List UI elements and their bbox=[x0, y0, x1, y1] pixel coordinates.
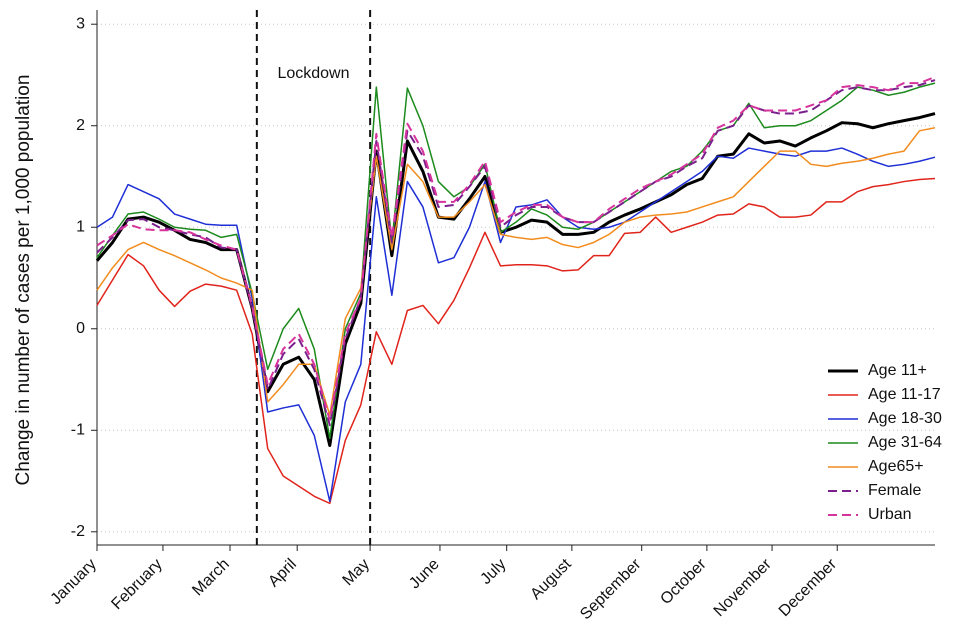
x-tick-label: June bbox=[406, 556, 443, 593]
legend-label: Age 31-64 bbox=[868, 434, 942, 451]
x-tick-label: November bbox=[711, 555, 776, 620]
x-tick-label: May bbox=[340, 556, 373, 589]
series-line bbox=[96, 79, 936, 427]
legend-label: Age 18-30 bbox=[868, 410, 942, 427]
x-tick-label: August bbox=[527, 555, 575, 603]
legend-label: Urban bbox=[868, 506, 912, 523]
legend-label: Age 11-17 bbox=[868, 386, 941, 403]
y-tick-label: 1 bbox=[76, 218, 85, 235]
annotation: Lockdown bbox=[277, 65, 349, 82]
series-line bbox=[96, 82, 936, 440]
x-tick-label: October bbox=[657, 555, 710, 608]
x-tick-label: February bbox=[108, 556, 165, 613]
series-line bbox=[96, 177, 936, 505]
y-tick-label: 0 bbox=[76, 320, 85, 337]
legend-label: Age 11+ bbox=[868, 362, 927, 379]
x-tick-label: January bbox=[48, 556, 100, 608]
x-tick-label: December bbox=[776, 555, 841, 620]
x-tick-label: April bbox=[265, 556, 300, 591]
series-line bbox=[96, 147, 936, 503]
y-tick-label: -2 bbox=[71, 523, 85, 540]
x-tick-label: September bbox=[577, 555, 645, 623]
series-line bbox=[96, 76, 936, 422]
series-line bbox=[96, 127, 936, 416]
y-tick-label: 3 bbox=[76, 15, 85, 32]
legend-label: Age65+ bbox=[868, 458, 924, 475]
x-tick-label: March bbox=[189, 556, 232, 599]
x-tick-label: July bbox=[477, 556, 509, 588]
legend-label: Female bbox=[868, 482, 921, 499]
y-tick-label: 2 bbox=[76, 117, 85, 134]
y-tick-label: -1 bbox=[71, 422, 85, 439]
y-axis-label: Change in number of cases per 1,000 popu… bbox=[13, 75, 34, 486]
